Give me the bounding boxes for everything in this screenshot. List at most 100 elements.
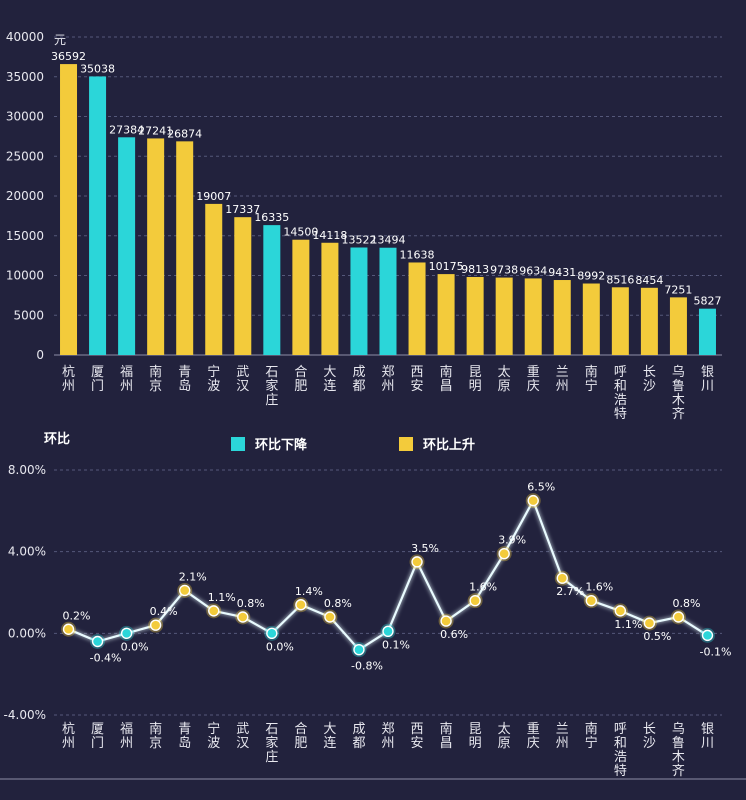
line-gridlines [0,469,746,780]
bar-y-tick-label: 35000 [6,70,44,84]
line-y-tick-labels: -4.00% 0.00% 4.00% 8.00% [4,463,46,722]
line-x-tick-label: 重庆 [527,721,540,751]
line-point [701,629,714,642]
line-point [614,605,627,617]
bar-value-label: 16335 [254,211,289,224]
bar-x-tick-label: 南宁 [585,364,598,394]
bars [60,64,716,355]
bar-x-tick-label: 昆明 [469,365,482,394]
line-x-tick-label: 郑州 [381,722,394,751]
line-x-tick-label: 青岛 [178,722,191,751]
legend-swatch-up [399,437,413,451]
bar [640,287,658,355]
line-y-tick-label: 0.00% [8,626,46,640]
bar [669,297,687,355]
line-value-label: 0.0% [266,640,294,653]
bar-value-label: 19007 [196,190,231,203]
bar-value-label: 7251 [664,283,692,296]
bar [321,242,339,355]
bar [437,274,455,355]
bar-value-label: 11638 [400,248,435,261]
line-value-label: 2.1% [179,570,207,583]
line-y-tick-label: 4.00% [8,545,46,559]
line-chart: 环比 -4.00%0.00%4.00%8.00% 0.2%-0.4%0.0%0.… [0,431,746,780]
line-value-label: 1.1% [208,591,236,604]
line-value-label: 1.6% [469,581,497,594]
line-value-label: 0.0% [121,640,149,653]
line-point [440,615,452,627]
line-point [411,556,423,568]
line-point [382,625,394,637]
bar-y-tick-label: 40000 [6,30,44,44]
line-x-tick-label: 武汉 [236,722,249,751]
line-value-label: 1.1% [614,618,642,631]
bar [89,76,107,355]
line-point [556,572,568,584]
line-value-label: 0.1% [382,638,410,651]
line-y-tick-label: 8.00% [8,463,46,477]
line-points [61,493,715,658]
line-value-label: 0.2% [63,609,91,622]
line-x-tick-label: 南宁 [585,721,598,751]
bar-x-tick-label: 宁波 [207,364,220,394]
line-x-tick-label: 乌鲁木齐 [672,721,685,779]
bar-x-tick-label: 武汉 [236,365,249,394]
bar-y-tick-label: 20000 [6,189,44,203]
line-point [62,623,75,635]
bar-x-tick-label: 成都 [352,365,365,394]
bar-y-unit-label: 元 [54,33,66,47]
line-value-label: 0.8% [324,597,352,610]
bar-x-tick-label: 福州 [120,365,133,394]
line-point [498,548,510,560]
bar-value-label: 36592 [51,50,86,63]
line-point [672,611,685,623]
line-point [91,635,104,648]
line-value-label: -0.1% [700,645,732,658]
line-value-labels: 0.2%-0.4%0.0%0.4%2.1%1.1% 0.8%0.0%1.4%0.8… [63,481,732,673]
bar-x-tick-label: 大连 [323,365,336,394]
line-value-label: 0.6% [440,628,468,641]
line-x-tick-label: 成都 [352,722,365,751]
line-y-axis-title: 环比 [44,431,70,447]
line-x-tick-label: 大连 [323,722,336,751]
line-value-label: 3.9% [498,534,526,547]
bar [350,247,368,355]
bar [205,203,223,355]
line-x-tick-label: 合肥 [294,722,307,751]
line-x-tick-label: 银川 [701,722,714,751]
line-point [643,617,656,629]
bar-x-tick-label: 银川 [701,365,714,394]
line-point [353,643,365,656]
bar-x-tick-label: 郑州 [381,365,394,394]
line-value-label: -0.8% [351,660,383,673]
bar-value-label: 5827 [693,295,721,308]
legend-label-up: 环比上升 [423,437,475,453]
bar-x-tick-label: 重庆 [527,364,540,394]
bar-value-label: 17337 [225,203,260,216]
bar-y-tick-label: 15000 [6,229,44,243]
line-point [149,619,162,631]
line-y-tick-label: -4.00% [4,708,46,722]
legend: 环比下降 环比上升 [231,437,475,453]
line-value-label: 2.7% [556,585,584,598]
bar-y-tick-label: 10000 [6,269,44,283]
bar [147,138,165,355]
bar-x-tick-label: 青岛 [178,365,191,394]
bar-x-tick-label: 南昌 [440,364,453,394]
line-point [324,611,336,623]
bar-y-tick-labels: 0 5000 10000 15000 20000 25000 30000 35000 40000 [6,30,44,362]
line-x-tick-label: 石家庄 [265,722,278,765]
line-x-tick-label: 呼和浩特 [614,722,627,779]
bar [118,137,136,355]
line-value-label: -0.4% [90,652,122,665]
line-value-label: 0.8% [672,597,700,610]
bar-value-label: 27241 [138,124,173,137]
bar-x-tick-label: 合肥 [294,365,307,394]
bar [176,141,194,355]
bar [234,217,252,355]
bar-value-label: 14118 [312,229,347,242]
